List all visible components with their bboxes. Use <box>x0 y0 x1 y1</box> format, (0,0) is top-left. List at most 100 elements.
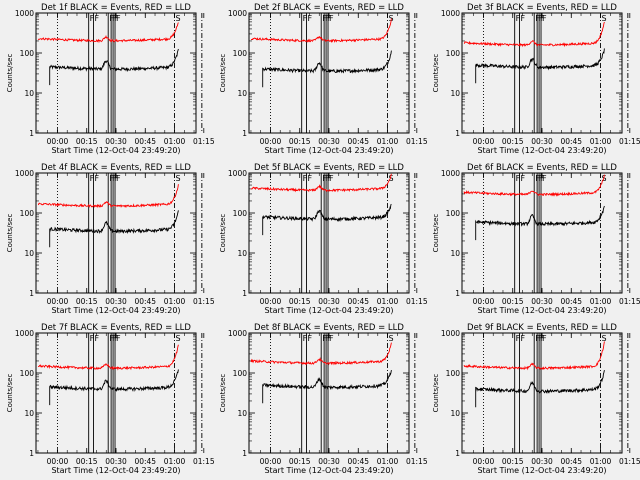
panel-5: Det 5f BLACK = Events, RED = LLD Counts/s… <box>219 163 428 315</box>
x-axis-label: Start Time (12-Oct-04 23:49:20) <box>264 146 393 155</box>
event-marker-label: F <box>303 334 308 343</box>
y-tick-label: 1000 <box>228 9 247 18</box>
y-tick-label: 1 <box>242 289 247 298</box>
x-tick-label: 01:15 <box>193 457 215 466</box>
events-series-line <box>262 203 392 236</box>
event-marker-label: S <box>176 174 181 183</box>
event-marker-label: F <box>327 174 332 183</box>
lld-series-line <box>37 344 179 371</box>
x-tick-label: 00:30 <box>531 457 553 466</box>
event-marker-label: F <box>516 14 521 23</box>
x-tick-label: 00:15 <box>502 137 524 146</box>
lld-series-line <box>463 341 605 371</box>
y-tick-label: 10 <box>237 89 247 98</box>
lld-series-line <box>463 21 605 48</box>
x-tick-label: 00:30 <box>531 297 553 306</box>
event-marker-label: F <box>329 14 334 23</box>
panel-3: Det 3f BLACK = Events, RED = LLD Counts/s… <box>432 3 640 155</box>
y-axis-label: Counts/sec <box>432 214 440 253</box>
events-series-line <box>49 48 179 86</box>
event-marker-label: F <box>521 334 526 343</box>
event-marker-label: F <box>329 174 334 183</box>
event-marker-label: F <box>308 14 313 23</box>
y-axis-label: Counts/sec <box>6 374 14 413</box>
x-tick-label: 00:00 <box>473 457 495 466</box>
x-tick-label: 00:00 <box>47 297 69 306</box>
event-marker-label: F <box>516 174 521 183</box>
x-tick-label: 01:00 <box>377 457 399 466</box>
y-tick-label: 1000 <box>441 9 460 18</box>
x-tick-label: 00:00 <box>260 137 282 146</box>
event-marker-label: F <box>535 174 540 183</box>
y-tick-label: 1000 <box>441 329 460 338</box>
event-marker-label: F <box>542 334 547 343</box>
x-tick-label: 00:45 <box>134 137 156 146</box>
event-marker-label: F <box>114 174 119 183</box>
x-tick-label: 00:45 <box>347 137 369 146</box>
x-tick-label: 01:00 <box>377 297 399 306</box>
x-tick-label: 01:15 <box>406 457 428 466</box>
y-tick-label: 1 <box>455 129 460 138</box>
lld-series-line <box>463 174 605 197</box>
x-tick-label: 01:15 <box>619 137 640 146</box>
y-tick-label: 10 <box>24 89 34 98</box>
event-marker-label: F <box>327 334 332 343</box>
y-axis-label: Counts/sec <box>432 374 440 413</box>
x-tick-label: 00:30 <box>318 297 340 306</box>
lld-series-line <box>250 342 392 366</box>
panel-1: Det 1f BLACK = Events, RED = LLD Counts/s… <box>6 3 215 155</box>
event-marker-label: F <box>109 174 114 183</box>
y-tick-label: 100 <box>233 49 248 58</box>
x-tick-label: 00:30 <box>105 137 127 146</box>
panel-title: Det 1f BLACK = Events, RED = LLD <box>41 3 191 13</box>
y-tick-label: 10 <box>24 249 34 258</box>
x-tick-label: 00:30 <box>105 457 127 466</box>
event-marker-label: F <box>542 174 547 183</box>
x-tick-label: 00:15 <box>502 297 524 306</box>
y-tick-label: 1 <box>242 129 247 138</box>
x-tick-label: 00:30 <box>318 457 340 466</box>
events-series-line <box>475 370 605 408</box>
x-tick-label: 01:00 <box>164 297 186 306</box>
x-tick-label: 01:00 <box>164 137 186 146</box>
y-tick-label: 100 <box>20 49 35 58</box>
x-axis-label: Start Time (12-Oct-04 23:49:20) <box>264 466 393 475</box>
x-tick-label: 00:15 <box>76 457 98 466</box>
panel-title: Det 5f BLACK = Events, RED = LLD <box>254 163 404 173</box>
plot-frame <box>461 172 623 294</box>
event-marker-label: F <box>114 334 119 343</box>
event-marker-label: F <box>90 14 95 23</box>
x-tick-label: 01:15 <box>406 137 428 146</box>
plot-frame <box>35 12 197 134</box>
y-tick-label: 10 <box>450 89 460 98</box>
x-tick-label: 00:00 <box>260 297 282 306</box>
y-tick-label: 100 <box>446 49 461 58</box>
y-tick-label: 100 <box>233 369 248 378</box>
event-marker-label: F <box>114 14 119 23</box>
x-tick-label: 00:00 <box>260 457 282 466</box>
x-tick-label: 01:15 <box>619 297 640 306</box>
y-tick-label: 1000 <box>15 169 34 178</box>
event-marker-label: F <box>116 14 121 23</box>
event-marker-label: F <box>303 174 308 183</box>
event-marker-label: F <box>303 14 308 23</box>
event-marker-label: F <box>116 174 121 183</box>
event-marker-label: F <box>109 334 114 343</box>
panel-9: Det 9f BLACK = Events, RED = LLD Counts/s… <box>432 323 640 475</box>
panel-7: Det 7f BLACK = Events, RED = LLD Counts/s… <box>6 323 215 475</box>
events-series-line <box>262 370 392 404</box>
x-axis-label: Start Time (12-Oct-04 23:49:20) <box>51 466 180 475</box>
plot-frame <box>35 172 197 294</box>
x-tick-label: 00:45 <box>560 137 582 146</box>
x-tick-label: 00:15 <box>289 137 311 146</box>
lld-series-line <box>37 22 179 44</box>
panel-4: Det 4f BLACK = Events, RED = LLD Counts/s… <box>6 163 215 315</box>
x-axis-label: Start Time (12-Oct-04 23:49:20) <box>477 146 606 155</box>
x-tick-label: 00:00 <box>473 297 495 306</box>
y-tick-label: 1 <box>242 449 247 458</box>
x-axis-label: Start Time (12-Oct-04 23:49:20) <box>264 306 393 315</box>
y-axis-label: Counts/sec <box>219 374 227 413</box>
event-marker-label: S <box>176 334 181 343</box>
y-tick-label: 100 <box>20 209 35 218</box>
plot-frame <box>248 332 410 454</box>
